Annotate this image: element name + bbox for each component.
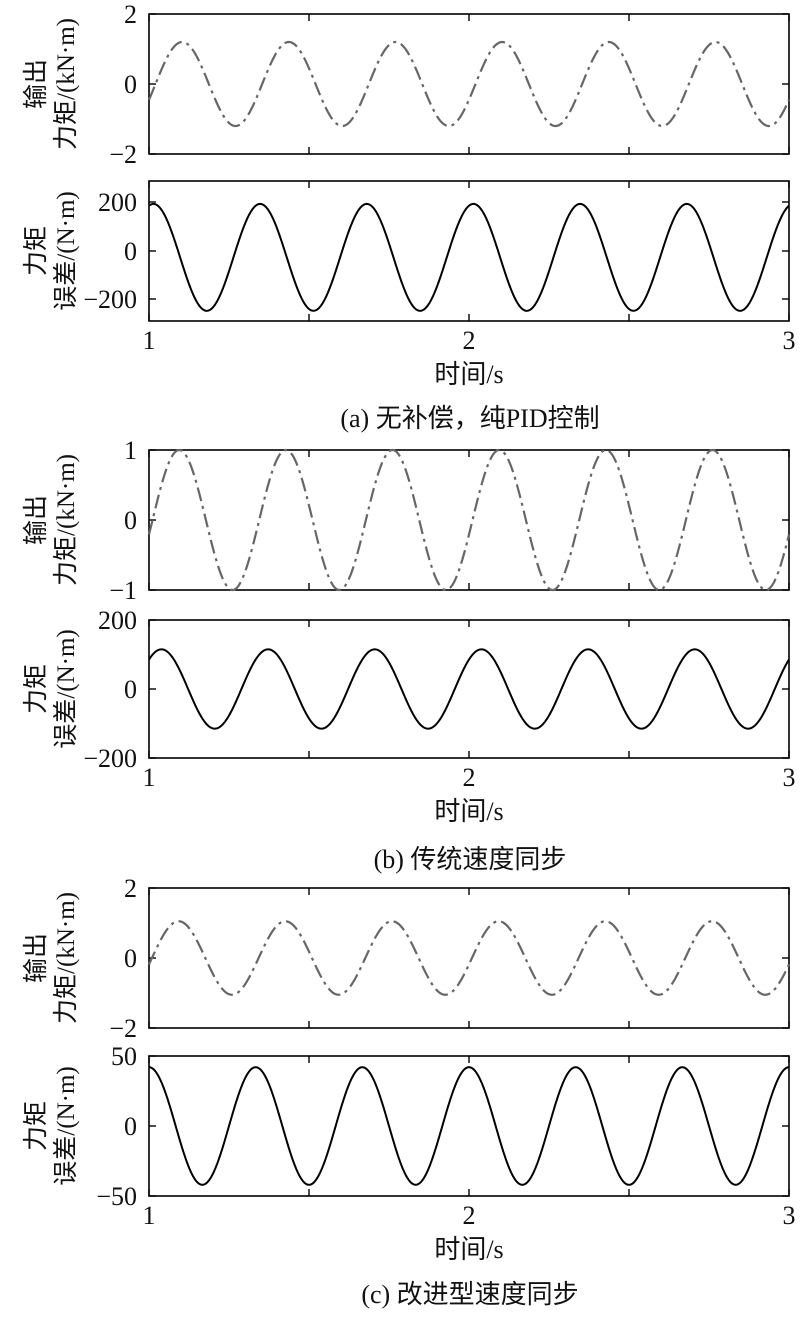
y-tick-label: 2 <box>124 874 137 903</box>
caption-a: (a) 无补偿，纯PID控制 <box>340 404 599 433</box>
series-line <box>148 920 790 996</box>
y-tick-label: 0 <box>124 944 137 973</box>
x-tick-label: 1 <box>143 763 156 792</box>
y-tick-label: 0 <box>124 675 137 704</box>
y-tick-label: 200 <box>98 188 137 217</box>
x-axis-label: 时间/s <box>434 797 503 826</box>
y-tick-label: −200 <box>83 744 137 773</box>
x-tick-label: 1 <box>143 1201 156 1230</box>
series-line <box>148 202 790 312</box>
x-tick-label: 1 <box>143 326 156 355</box>
x-tick-label: 3 <box>783 763 796 792</box>
plot-frame <box>148 887 790 1029</box>
caption-c: (c) 改进型速度同步 <box>361 1280 578 1309</box>
series-line <box>148 648 790 730</box>
y-tick-label: 0 <box>124 506 137 535</box>
y-tick-label: 2 <box>124 0 137 29</box>
y-tick-label: 200 <box>98 606 137 635</box>
panel-c-top: 2 0 −2 输出 力矩/(kN·m) <box>22 874 790 1043</box>
x-axis-label: 时间/s <box>434 1235 503 1264</box>
y-tick-label: 0 <box>124 237 137 266</box>
y-tick-label: −1 <box>109 576 137 605</box>
x-tick-label: 2 <box>463 326 476 355</box>
y-tick-label: 1 <box>124 436 137 465</box>
x-tick-label: 3 <box>783 326 796 355</box>
y-tick-label: 50 <box>111 1042 137 1071</box>
y-tick-label: −200 <box>83 285 137 314</box>
y-tick-label: 0 <box>124 70 137 99</box>
plot-frame <box>148 13 790 155</box>
y-axis-label: 输出 力矩/(kN·m) <box>22 18 80 150</box>
x-axis-label: 时间/s <box>434 360 503 389</box>
y-tick-label: −50 <box>96 1182 137 1211</box>
y-axis-label: 力矩 误差/(N·m) <box>22 191 80 310</box>
panel-b-top: 1 0 −1 输出 力矩/(kN·m) <box>22 436 791 605</box>
y-tick-label: −2 <box>109 1014 137 1043</box>
y-axis-label: 输出 力矩/(kN·m) <box>22 892 80 1024</box>
caption-b: (b) 传统速度同步 <box>374 845 567 874</box>
y-tick-label: 0 <box>124 1112 137 1141</box>
x-tick-label: 3 <box>783 1201 796 1230</box>
y-axis-label: 输出 力矩/(kN·m) <box>22 454 80 586</box>
panel-a-top: 2 0 −2 输出 力矩/(kN·m) <box>22 0 791 169</box>
y-axis-label: 力矩 误差/(N·m) <box>22 1066 80 1185</box>
series-line <box>147 448 791 592</box>
y-tick-label: −2 <box>109 140 137 169</box>
panel-c-bottom: 50 0 −501 2 3 时间/s 力矩 误差/(N·m) <box>22 1042 796 1264</box>
plot-frame <box>148 180 790 322</box>
series-line <box>148 1066 790 1186</box>
plot-frame <box>148 619 790 759</box>
y-axis-label: 力矩 误差/(N·m) <box>22 629 80 748</box>
series-line <box>147 40 791 128</box>
x-tick-label: 2 <box>463 763 476 792</box>
x-tick-label: 2 <box>463 1201 476 1230</box>
